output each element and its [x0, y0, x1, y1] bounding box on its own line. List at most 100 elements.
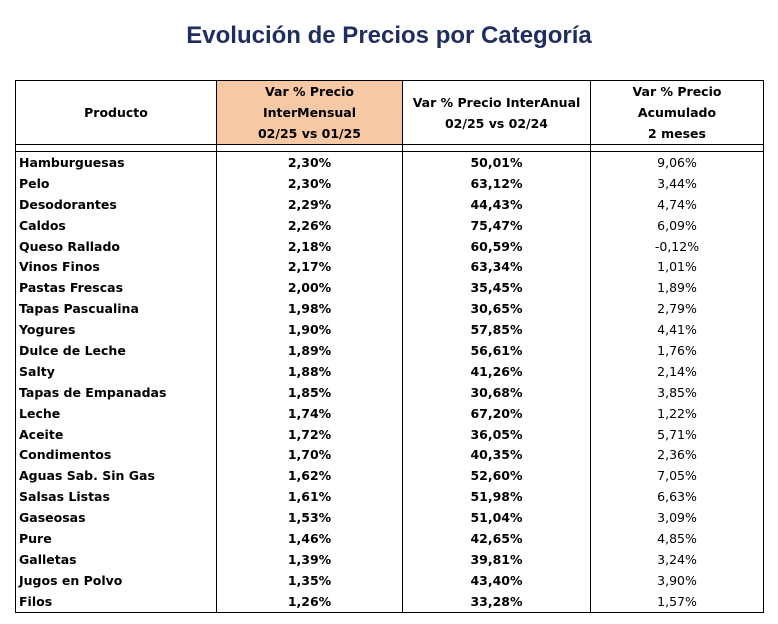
cell-producto: Dulce de Leche — [15, 340, 217, 361]
table-row: Vinos Finos 2,17% 63,34% 1,01% — [15, 256, 764, 278]
cell-acumulado: 1,76% — [590, 340, 764, 361]
cell-acumulado: 7,05% — [590, 465, 764, 487]
header-interanual-line2: 02/25 vs 02/24 — [444, 115, 548, 131]
table-row: Leche 1,74% 67,20% 1,22% — [15, 402, 764, 424]
table-row: Dulce de Leche 1,89% 56,61% 1,76% — [15, 340, 764, 361]
spacer-cell — [15, 144, 217, 152]
spacer-cell — [402, 144, 591, 152]
cell-intermensual: 2,29% — [216, 193, 403, 215]
cell-acumulado: 4,74% — [590, 193, 764, 215]
cell-acumulado: 1,57% — [590, 590, 764, 613]
cell-interanual: 36,05% — [402, 423, 591, 445]
cell-intermensual: 1,61% — [216, 486, 403, 508]
cell-producto: Leche — [15, 402, 217, 424]
cell-acumulado: 6,09% — [590, 214, 764, 236]
table-row: Gaseosas 1,53% 51,04% 3,09% — [15, 507, 764, 529]
table-body: Hamburguesas 2,30% 50,01% 9,06% Pelo 2,30% 63,… — [15, 150, 764, 613]
cell-producto: Salsas Listas — [15, 486, 217, 508]
table-row: Pure 1,46% 42,65% 4,85% — [15, 528, 764, 549]
cell-acumulado: 6,63% — [590, 486, 764, 508]
cell-intermensual: 1,90% — [216, 319, 403, 341]
cell-acumulado: 3,24% — [590, 548, 764, 570]
page-title: Evolución de Precios por Categoría — [186, 22, 592, 49]
cell-interanual: 57,85% — [402, 319, 591, 341]
cell-intermensual: 2,30% — [216, 150, 403, 173]
cell-producto: Queso Rallado — [15, 235, 217, 257]
cell-producto: Vinos Finos — [15, 256, 217, 278]
cell-interanual: 75,47% — [402, 214, 591, 236]
cell-intermensual: 1,89% — [216, 340, 403, 361]
cell-intermensual: 1,85% — [216, 381, 403, 403]
cell-producto: Desodorantes — [15, 193, 217, 215]
cell-interanual: 63,12% — [402, 172, 591, 194]
cell-acumulado: 4,41% — [590, 319, 764, 341]
header-acumulado-line2: 2 meses — [648, 126, 706, 141]
table-row: Aceite 1,72% 36,05% 5,71% — [15, 423, 764, 445]
cell-intermensual: 1,72% — [216, 423, 403, 445]
cell-acumulado: 9,06% — [590, 150, 764, 173]
cell-intermensual: 1,53% — [216, 507, 403, 529]
table-row: Pelo 2,30% 63,12% 3,44% — [15, 172, 764, 194]
cell-intermensual: 1,46% — [216, 528, 403, 549]
cell-intermensual: 1,35% — [216, 569, 403, 591]
header-producto-label: Producto — [84, 105, 148, 120]
table-row: Desodorantes 2,29% 44,43% 4,74% — [15, 193, 764, 215]
cell-producto: Caldos — [15, 214, 217, 236]
cell-intermensual: 2,00% — [216, 277, 403, 299]
header-spacer — [15, 144, 764, 152]
table-row: Condimentos 1,70% 40,35% 2,36% — [15, 444, 764, 466]
header-acumulado-line1: Var % Precio Acumulado — [632, 84, 722, 120]
cell-producto: Filos — [15, 590, 217, 613]
cell-producto: Jugos en Polvo — [15, 569, 217, 591]
cell-acumulado: 1,01% — [590, 256, 764, 278]
cell-acumulado: 1,22% — [590, 402, 764, 424]
cell-intermensual: 1,88% — [216, 360, 403, 382]
cell-producto: Tapas de Empanadas — [15, 381, 217, 403]
cell-acumulado: 2,79% — [590, 298, 764, 320]
cell-intermensual: 1,62% — [216, 465, 403, 487]
cell-acumulado: 2,36% — [590, 444, 764, 466]
header-row: Producto Var % Precio InterMensual 02/25… — [15, 80, 764, 145]
table-row: Pastas Frescas 2,00% 35,45% 1,89% — [15, 277, 764, 299]
table-row: Queso Rallado 2,18% 60,59% -0,12% — [15, 235, 764, 257]
cell-interanual: 51,04% — [402, 507, 591, 529]
table-row: Hamburguesas 2,30% 50,01% 9,06% — [15, 150, 764, 173]
cell-acumulado: 2,14% — [590, 360, 764, 382]
cell-producto: Galletas — [15, 548, 217, 570]
cell-acumulado: 5,71% — [590, 423, 764, 445]
cell-intermensual: 1,70% — [216, 444, 403, 466]
cell-producto: Hamburguesas — [15, 150, 217, 173]
cell-interanual: 60,59% — [402, 235, 591, 257]
cell-interanual: 35,45% — [402, 277, 591, 299]
header-acumulado: Var % Precio Acumulado 2 meses — [590, 80, 764, 145]
cell-acumulado: 4,85% — [590, 528, 764, 549]
header-intermensual: Var % Precio InterMensual 02/25 vs 01/25 — [216, 80, 403, 145]
cell-intermensual: 1,98% — [216, 298, 403, 320]
cell-intermensual: 1,74% — [216, 402, 403, 424]
cell-interanual: 40,35% — [402, 444, 591, 466]
table-row: Yogures 1,90% 57,85% 4,41% — [15, 319, 764, 341]
table-row: Caldos 2,26% 75,47% 6,09% — [15, 214, 764, 236]
cell-interanual: 67,20% — [402, 402, 591, 424]
cell-acumulado: 3,90% — [590, 569, 764, 591]
cell-producto: Pelo — [15, 172, 217, 194]
cell-acumulado: -0,12% — [590, 235, 764, 257]
cell-producto: Pastas Frescas — [15, 277, 217, 299]
cell-intermensual: 1,26% — [216, 590, 403, 613]
cell-producto: Condimentos — [15, 444, 217, 466]
table-row: Salty 1,88% 41,26% 2,14% — [15, 360, 764, 382]
cell-producto: Yogures — [15, 319, 217, 341]
cell-interanual: 33,28% — [402, 590, 591, 613]
cell-interanual: 50,01% — [402, 150, 591, 173]
header-producto: Producto — [15, 80, 217, 145]
table-row: Tapas Pascualina 1,98% 30,65% 2,79% — [15, 298, 764, 320]
table-header: Producto Var % Precio InterMensual 02/25… — [15, 80, 764, 145]
header-interanual-line1: Var % Precio InterAnual — [412, 94, 581, 110]
cell-interanual: 41,26% — [402, 360, 591, 382]
cell-intermensual: 1,39% — [216, 548, 403, 570]
cell-intermensual: 2,26% — [216, 214, 403, 236]
cell-intermensual: 2,17% — [216, 256, 403, 278]
header-intermensual-line2: 02/25 vs 01/25 — [257, 126, 361, 141]
cell-interanual: 30,68% — [402, 381, 591, 403]
cell-interanual: 30,65% — [402, 298, 591, 320]
